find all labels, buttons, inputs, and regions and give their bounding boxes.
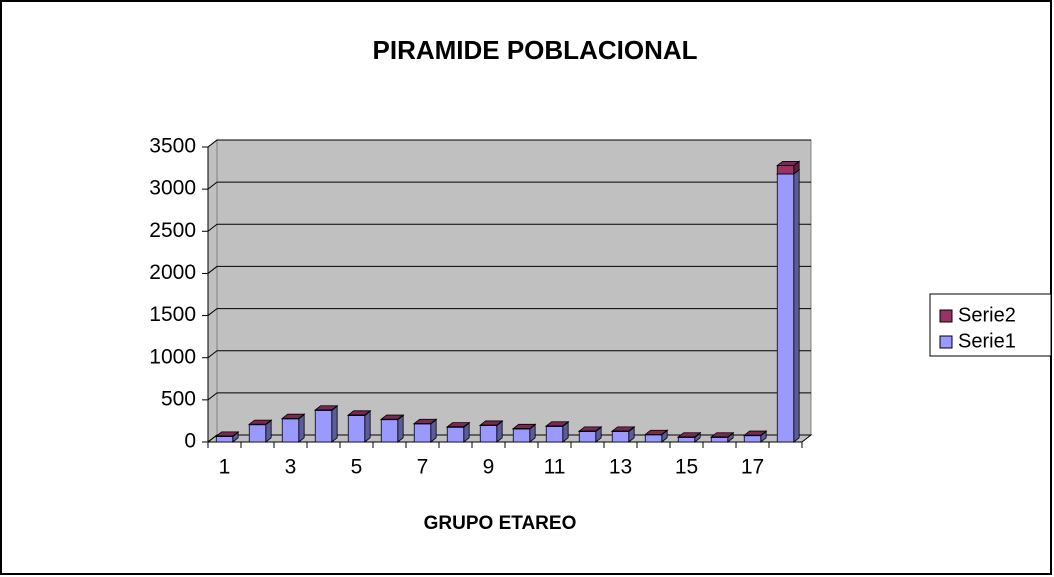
- grid-line: [207, 392, 811, 401]
- grid-line: [207, 181, 811, 190]
- bar: [710, 436, 729, 443]
- bar-side: [793, 168, 800, 443]
- bar: [413, 423, 432, 443]
- bar-side: [298, 413, 305, 443]
- x-tick-label: 1: [219, 456, 231, 479]
- bar: [611, 431, 630, 443]
- bar: [281, 418, 300, 443]
- y-tick-label: 3000: [149, 177, 196, 200]
- y-tick-label: 500: [161, 387, 196, 410]
- legend-label: Serie1: [958, 330, 1016, 352]
- y-tick-label: 0: [184, 430, 196, 453]
- bar: [776, 173, 795, 443]
- chart-title: PIRAMIDE POBLACIONAL: [373, 35, 698, 65]
- bar: [446, 426, 465, 443]
- bar: [578, 431, 597, 443]
- legend-swatch: [939, 309, 953, 323]
- x-tick-label: 15: [675, 456, 698, 479]
- legend: Serie2 Serie1: [929, 293, 1052, 357]
- back-wall: [216, 139, 812, 436]
- x-tick-label: 13: [609, 456, 632, 479]
- bar: [314, 409, 333, 443]
- bar: [644, 434, 663, 443]
- y-tick-label: 1500: [149, 303, 196, 326]
- y-tick-label: 2500: [149, 219, 196, 242]
- legend-swatch: [939, 335, 953, 349]
- x-tick-label: 5: [351, 456, 363, 479]
- grid-line: [207, 308, 811, 316]
- x-tick-label: 9: [483, 456, 495, 479]
- x-axis-title: GRUPO ETAREO: [424, 513, 577, 534]
- x-tick-label: 3: [285, 456, 297, 479]
- bar-side: [331, 405, 338, 443]
- y-tick-label: 3500: [149, 135, 196, 158]
- bar: [248, 424, 267, 443]
- y-tick-label: 1000: [149, 345, 196, 368]
- legend-label: Serie2: [958, 304, 1016, 326]
- bar: [512, 428, 531, 443]
- x-tick-label: 7: [417, 456, 429, 479]
- bar: [776, 165, 795, 175]
- grid-line: [207, 265, 811, 274]
- bar-side: [364, 410, 371, 443]
- grid-line: [207, 223, 811, 232]
- bar: [743, 435, 762, 443]
- x-tick-label: 17: [741, 456, 764, 479]
- y-tick-label: 2000: [149, 261, 196, 284]
- bar: [215, 436, 234, 443]
- bar: [545, 426, 564, 443]
- bar: [677, 436, 696, 443]
- x-tick-label: 11: [544, 456, 566, 479]
- grid-line: [207, 350, 811, 359]
- grid-line: [207, 139, 811, 148]
- bar: [347, 415, 366, 443]
- bar: [380, 419, 399, 443]
- bar: [479, 425, 498, 443]
